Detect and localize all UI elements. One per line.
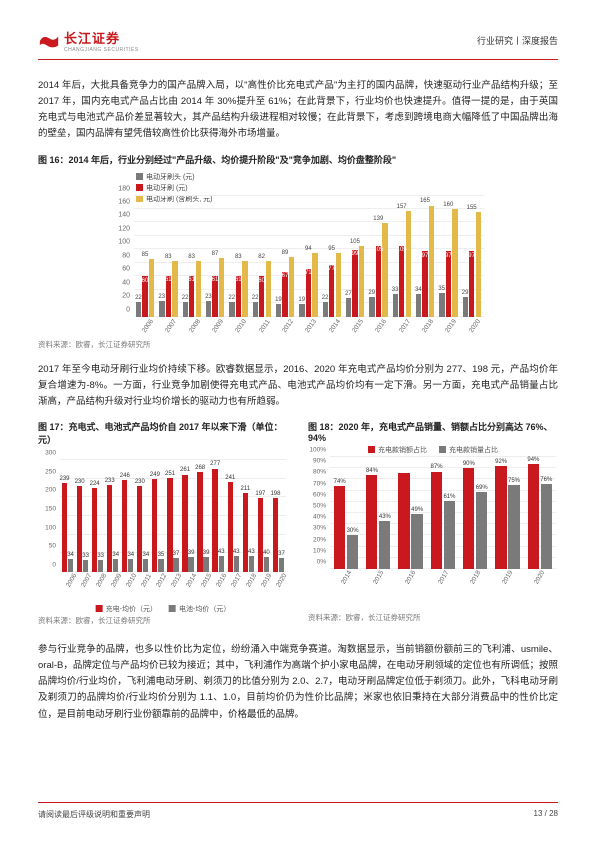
chart-16: 电动牙刷头 (元)电动牙刷 (元)电动牙刷 (含刷头, 元)0204060801… xyxy=(108,170,488,335)
paragraph-1: 2014 年后，大批具备竞争力的国产品牌入局，以"高性价比充电式产品"为主打的国… xyxy=(38,78,558,143)
chart-17: 0501001502002503002393423033224332333424… xyxy=(38,450,288,590)
footer-disclaimer: 请阅读最后评级说明和重要声明 xyxy=(38,809,150,820)
fig16-title: 图 16：2014 年后，行业分别经过"产品升级、均价提升阶段"及"竞争加剧、均… xyxy=(38,153,558,166)
logo-text: 长江证券 xyxy=(64,28,139,47)
page-number: 13 / 28 xyxy=(534,809,558,820)
header-category: 行业研究丨深度报告 xyxy=(477,34,558,47)
logo-icon xyxy=(38,32,60,50)
fig16-source: 资料来源：欧睿，长江证券研究所 xyxy=(38,339,558,350)
paragraph-2: 2017 年至今电动牙刷行业均价持续下移。欧睿数据显示，2016、2020 年充… xyxy=(38,362,558,410)
chart-18: 0%10%20%30%40%50%60%70%80%90%100%74%30%8… xyxy=(308,447,558,587)
paragraph-3: 参与行业竞争的品牌，也多以性价比为定位，纷纷涌入中端竞争赛道。淘数据显示，当前销… xyxy=(38,642,558,723)
fig17-source: 资料来源：欧睿，长江证券研究所 xyxy=(38,615,288,626)
fig17-title: 图 17：充电式、电池式产品均价自 2017 年以来下滑（单位：元） xyxy=(38,420,288,446)
page-footer: 请阅读最后评级说明和重要声明 13 / 28 xyxy=(38,802,558,820)
fig18-source: 资料来源：欧睿，长江证券研究所 xyxy=(308,612,558,623)
fig18-title: 图 18：2020 年，充电式产品销量、销额占比分别高达 76%、94% xyxy=(308,420,558,443)
page-header: 长江证券 CHANGJIANG SECURITIES 行业研究丨深度报告 xyxy=(38,28,558,60)
logo: 长江证券 CHANGJIANG SECURITIES xyxy=(38,28,139,53)
logo-subtitle: CHANGJIANG SECURITIES xyxy=(64,47,139,53)
